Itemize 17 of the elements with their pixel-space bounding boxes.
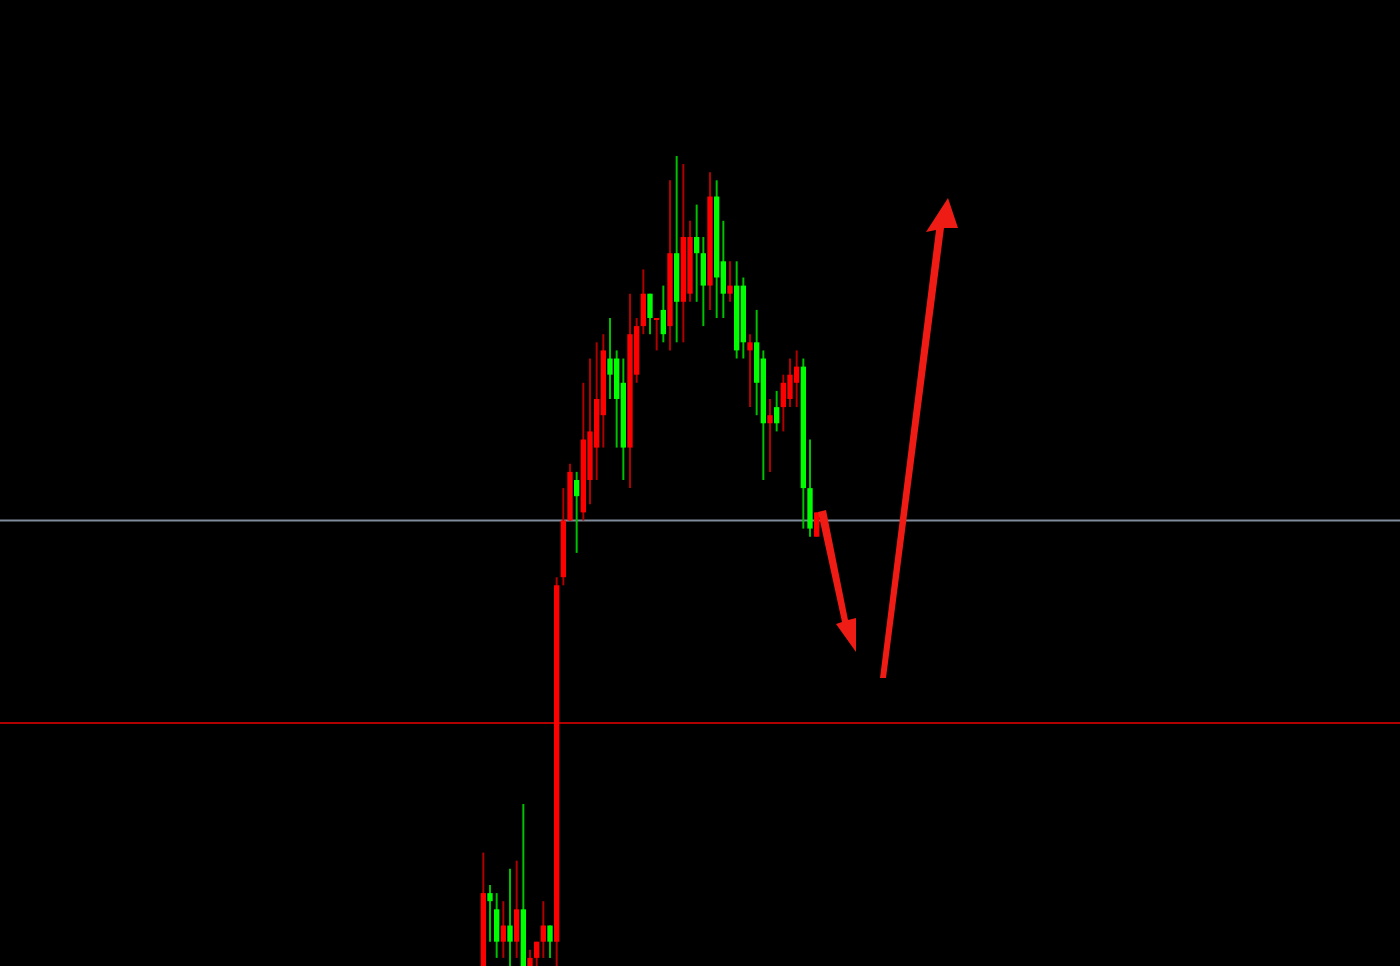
candlestick (494, 892, 500, 959)
candlestick (547, 924, 553, 959)
candlestick (654, 317, 660, 352)
candlestick (540, 900, 546, 959)
candlestick (647, 292, 653, 336)
candlestick (794, 349, 800, 409)
candlestick (727, 260, 733, 303)
candlestick (514, 859, 520, 959)
candlestick (767, 398, 773, 473)
candlestick (574, 470, 580, 554)
candlestick (774, 389, 780, 433)
candlestick (500, 900, 506, 959)
candlestick (660, 284, 666, 344)
candlestick (507, 867, 513, 966)
candlestick (747, 333, 753, 409)
candlestick (814, 511, 820, 538)
candlestick (607, 317, 613, 400)
